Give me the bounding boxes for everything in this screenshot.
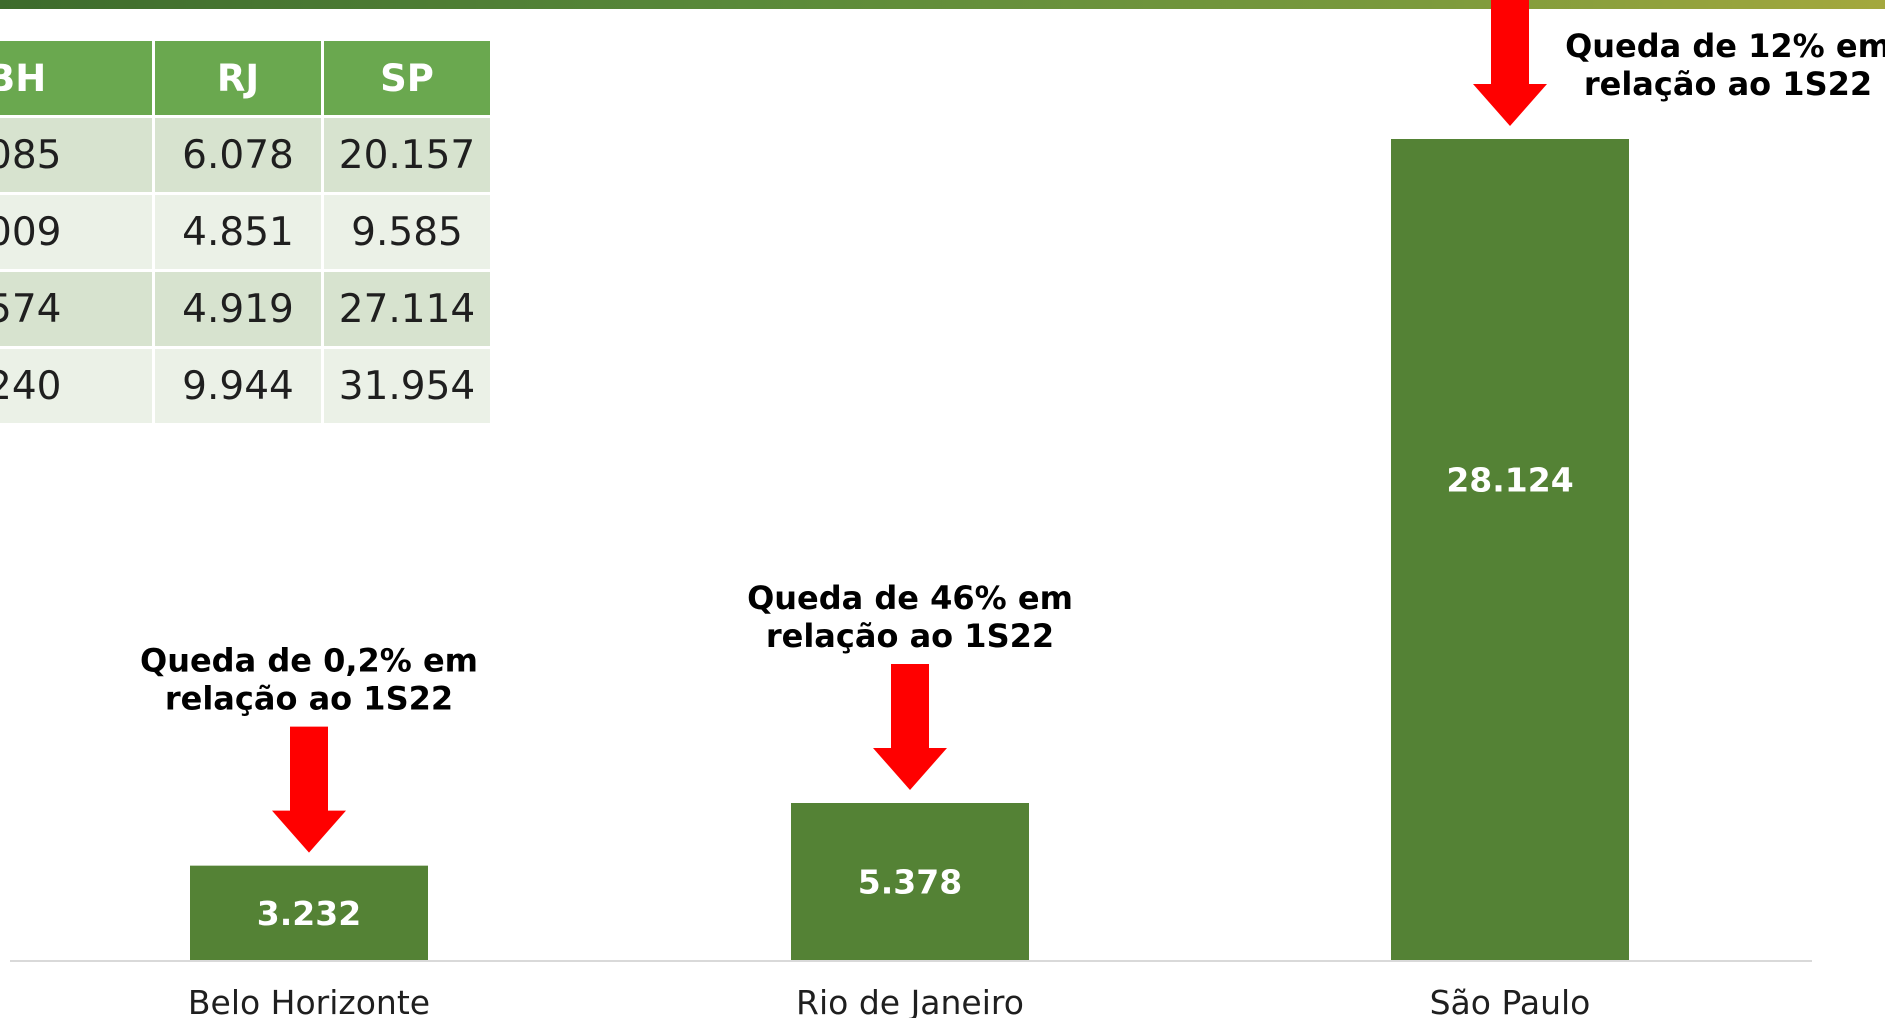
table-cell: 9.944 <box>155 349 321 423</box>
table-cell: 4.919 <box>155 272 321 346</box>
bar-rio-de-janeiro <box>791 803 1029 960</box>
annotation-belo-horizonte-line-1: Queda de 0,2% em <box>140 642 478 680</box>
table-cell: 4.851 <box>155 195 321 269</box>
category-label-rio-de-janeiro: Rio de Janeiro <box>796 983 1024 1018</box>
table-cell: 27.114 <box>324 272 490 346</box>
data-table: BH RJ SP 085 6.078 20.157 009 4.851 9.58… <box>0 38 493 426</box>
annotation-sao-paulo-line-2: relação ao 1S22 <box>1584 65 1872 103</box>
category-label-belo-horizonte: Belo Horizonte <box>188 983 430 1018</box>
table-row: 085 6.078 20.157 <box>0 118 490 192</box>
table-cell: 6.078 <box>155 118 321 192</box>
header-cell-sp: SP <box>324 41 490 115</box>
table-row: 240 9.944 31.954 <box>0 349 490 423</box>
table-header-row: BH RJ SP <box>0 41 490 115</box>
table-cell: 20.157 <box>324 118 490 192</box>
table-cell: 240 <box>0 349 152 423</box>
annotation-sao-paulo-line-1: Queda de 12% em <box>1565 27 1885 65</box>
bar-value-label-rio-de-janeiro: 5.378 <box>858 863 962 902</box>
table-cell: 31.954 <box>324 349 490 423</box>
table-row: 574 4.919 27.114 <box>0 272 490 346</box>
table-cell: 085 <box>0 118 152 192</box>
annotation-belo-horizonte-line-2: relação ao 1S22 <box>165 680 453 718</box>
red-down-arrow-icon <box>1473 0 1547 126</box>
table-row: 009 4.851 9.585 <box>0 195 490 269</box>
table-cell: 009 <box>0 195 152 269</box>
table-cell: 9.585 <box>324 195 490 269</box>
bar-belo-horizonte <box>190 865 428 960</box>
bar-value-label-sao-paulo: 28.124 <box>1446 461 1573 500</box>
annotation-rio-de-janeiro-line-1: Queda de 46% em <box>747 579 1073 617</box>
bar-sao-paulo <box>1391 139 1629 960</box>
header-cell-bh: BH <box>0 41 152 115</box>
header-cell-rj: RJ <box>155 41 321 115</box>
bar-value-label-belo-horizonte: 3.232 <box>257 894 361 933</box>
red-down-arrow-icon <box>873 664 947 791</box>
annotation-rio-de-janeiro-line-2: relação ao 1S22 <box>766 617 1054 655</box>
table-cell: 574 <box>0 272 152 346</box>
category-label-sao-paulo: São Paulo <box>1430 983 1591 1018</box>
top-decorative-band <box>0 0 1885 9</box>
red-down-arrow-icon <box>272 726 346 853</box>
